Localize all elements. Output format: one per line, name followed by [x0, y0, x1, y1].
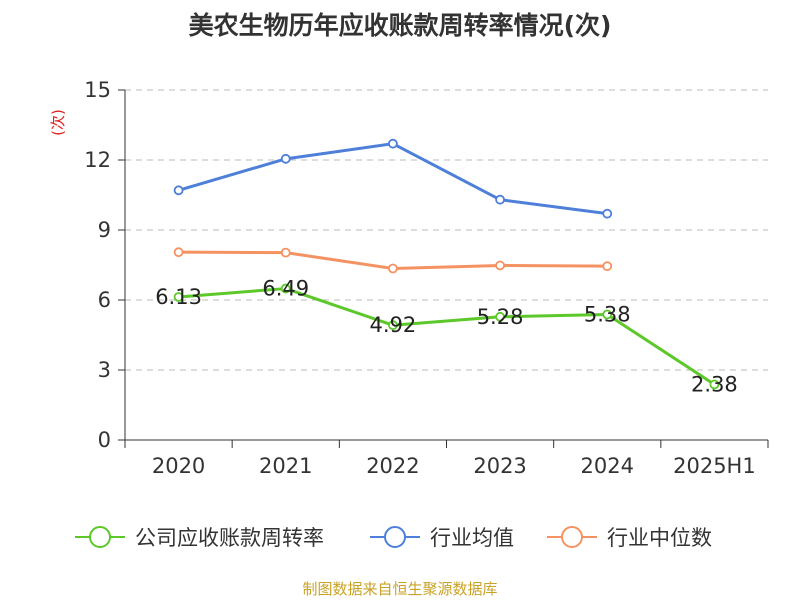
data-point — [280, 247, 291, 258]
y-axis-unit: (次) — [49, 109, 67, 136]
legend-label: 行业均值 — [430, 526, 514, 550]
data-label-layer: 6.13 6.49 4.92 5.28 5.38 2.38 — [155, 277, 738, 397]
data-point — [280, 283, 291, 294]
data-point — [280, 153, 291, 164]
axis-layer: 0 3 6 9 12 15 (次) 2020 2021 2022 2023 2024 2025H1 — [49, 78, 769, 478]
data-point — [602, 208, 613, 219]
y-tick-label: 9 — [98, 218, 111, 242]
x-tick-label: 2023 — [473, 454, 526, 478]
y-tick-label: 12 — [84, 148, 111, 172]
x-tick-label: 2024 — [581, 454, 634, 478]
data-point — [173, 185, 184, 196]
data-label: 4.92 — [370, 313, 417, 337]
legend-label: 公司应收账款周转率 — [135, 526, 324, 550]
data-point — [388, 138, 398, 149]
series-line-1 — [178, 142, 608, 216]
x-tick-label: 2021 — [259, 454, 312, 478]
data-point — [388, 320, 398, 331]
legend: 公司应收账款周转率 行业均值 行业中位数 — [75, 526, 712, 550]
source-note: 制图数据来自恒生聚源数据库 — [302, 580, 498, 598]
data-point — [388, 263, 398, 274]
data-label: 5.28 — [477, 305, 524, 329]
data-point — [173, 292, 184, 302]
legend-marker — [89, 526, 111, 548]
data-point — [495, 194, 505, 205]
y-tick-label: 6 — [98, 288, 111, 312]
x-tick-label: 2025H1 — [673, 454, 756, 478]
data-point — [495, 260, 505, 271]
x-tick-label: 2022 — [366, 454, 419, 478]
grid-layer — [125, 89, 768, 371]
data-label: 6.13 — [155, 285, 202, 309]
legend-label: 行业中位数 — [607, 526, 712, 550]
data-point — [602, 261, 613, 272]
data-point — [173, 247, 184, 258]
chart-title: 美农生物历年应收账款周转率情况(次) — [188, 11, 612, 40]
data-point — [709, 379, 720, 390]
data-label: 6.49 — [262, 277, 309, 301]
x-tick-label: 2020 — [152, 454, 205, 478]
data-point — [495, 311, 505, 322]
series-layer — [173, 138, 720, 390]
legend-marker — [384, 526, 406, 548]
legend-marker — [561, 526, 583, 548]
series-line-0 — [178, 287, 716, 386]
y-tick-label: 15 — [84, 78, 111, 102]
y-tick-label: 0 — [98, 428, 111, 452]
data-label: 2.38 — [691, 372, 738, 396]
data-label: 5.38 — [584, 302, 631, 326]
data-point — [602, 309, 613, 320]
y-tick-label: 3 — [98, 358, 111, 382]
